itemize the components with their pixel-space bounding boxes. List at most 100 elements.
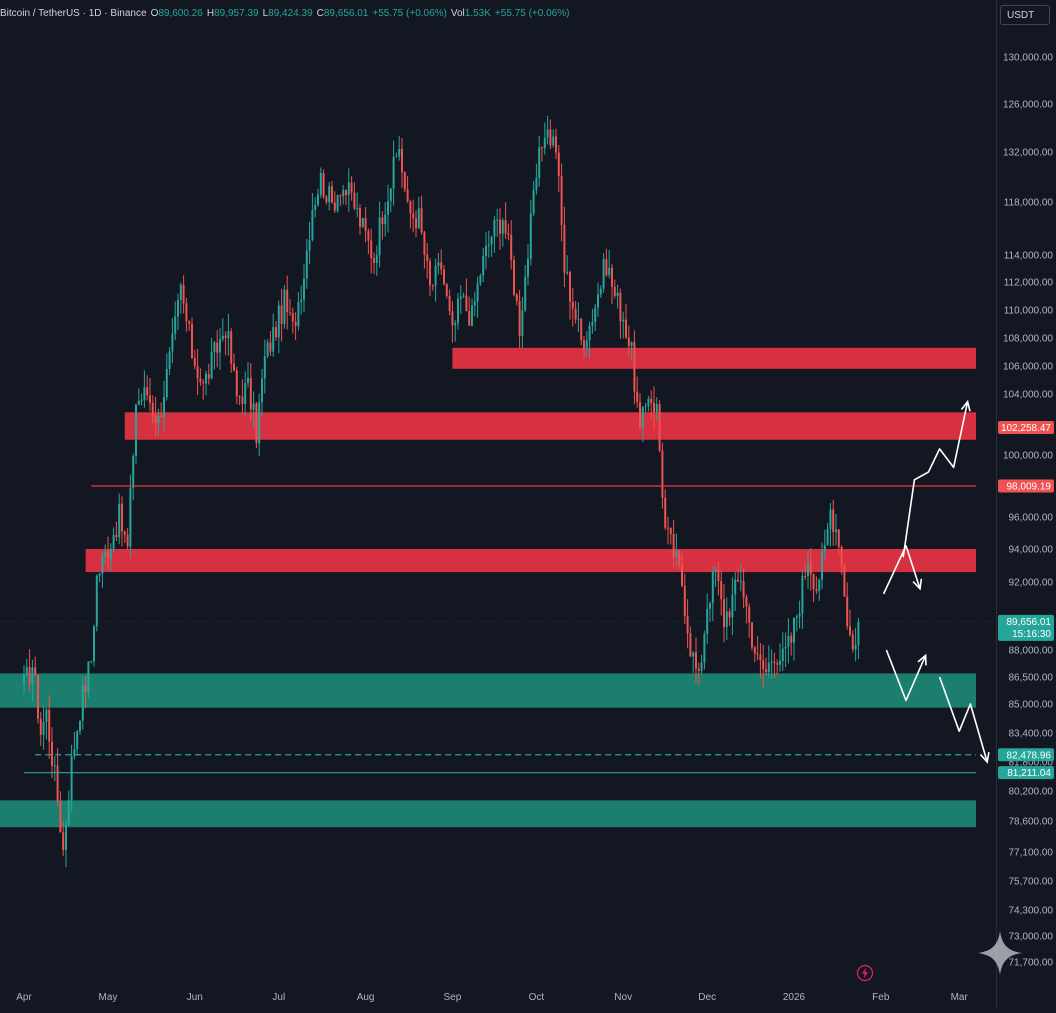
high-value: 89,957.39 — [214, 8, 259, 19]
price-label-badge — [998, 748, 1054, 762]
candle-body — [664, 497, 667, 528]
candle-body — [409, 201, 412, 214]
candle-body — [501, 220, 504, 234]
candle-body — [513, 260, 515, 295]
candle-body — [714, 570, 717, 572]
candle-body — [591, 322, 594, 326]
candle-body — [549, 129, 552, 146]
candle-body — [524, 276, 527, 311]
open-value: 89,600.26 — [158, 8, 203, 19]
candle-body — [493, 219, 496, 237]
candle-body — [269, 342, 272, 352]
candle-body — [801, 576, 804, 614]
candle-body — [188, 321, 191, 324]
candle-body — [507, 233, 510, 236]
candle-body — [356, 207, 359, 209]
candle-body — [826, 528, 829, 546]
price-label-text: 102,258.47 — [1001, 423, 1051, 434]
candle-body — [457, 298, 459, 324]
chart-area[interactable]: Apr May Jun Jul Aug Sep Oct Nov Dec 2026 Feb Mar — [0, 0, 996, 1008]
candle-body — [101, 556, 104, 574]
candle-body — [401, 148, 403, 173]
candle-body — [123, 531, 126, 535]
candle-body — [476, 283, 479, 302]
candle-body — [577, 318, 580, 320]
candle-body — [431, 285, 434, 287]
projection-arrow-0 — [882, 544, 921, 595]
candle-body — [748, 606, 751, 623]
candle-body — [734, 579, 737, 595]
candle-body — [560, 175, 563, 225]
candle-body — [258, 402, 261, 444]
candle-body — [725, 611, 728, 627]
candle-body — [230, 331, 233, 364]
candle-body — [451, 311, 454, 326]
candle-body — [149, 395, 151, 403]
candle-body — [389, 188, 392, 202]
candle-body — [745, 597, 748, 607]
candle-body — [602, 259, 605, 289]
price-tick-label: 126,000.00 — [1003, 100, 1053, 111]
candle-body — [655, 404, 658, 413]
time-tick-label: 2026 — [783, 992, 806, 1003]
lightning-icon[interactable] — [856, 964, 874, 982]
price-tick-label: 85,000.00 — [1009, 700, 1054, 711]
candle-body — [28, 667, 31, 684]
currency-selector-button[interactable]: USDT — [1000, 5, 1050, 25]
candle-body — [342, 189, 345, 197]
candle-body — [658, 404, 661, 451]
candle-body — [98, 573, 101, 576]
candle-body — [611, 267, 613, 287]
price-axis[interactable]: 130,000.00 126,000.00 132,000.00 118,000.00… — [996, 0, 1056, 1008]
price-tick-label: 75,700.00 — [1009, 877, 1054, 888]
price-tick-label: 81,800.00 — [1009, 758, 1054, 769]
candle-body — [583, 340, 585, 348]
price-tick-label: 86,500.00 — [1009, 673, 1054, 684]
candle-body — [779, 660, 781, 665]
candle-body — [571, 301, 574, 309]
candle-body — [812, 573, 815, 590]
candle-body — [667, 527, 669, 529]
candle-body — [207, 373, 210, 379]
candle-body — [196, 365, 199, 379]
projection-arrowhead-0 — [912, 578, 923, 591]
candle-body — [585, 340, 588, 348]
price-label-text: 98,009.19 — [1007, 482, 1052, 493]
candle-body — [227, 331, 230, 339]
symbol-title[interactable]: Bitcoin / TetherUS · 1D · Binance — [0, 8, 147, 19]
candle-body — [367, 231, 370, 241]
candle-body — [574, 308, 577, 320]
candle-body — [434, 265, 437, 286]
candle-body — [112, 534, 115, 549]
candle-body — [25, 667, 28, 676]
candle-body — [375, 255, 378, 263]
price-tick-label: 94,000.00 — [1009, 545, 1054, 556]
price-label-badge — [998, 614, 1054, 641]
candle-body — [829, 509, 832, 529]
candle-body — [599, 288, 602, 295]
candle-body — [283, 289, 286, 324]
price-tick-label: 104,000.00 — [1003, 390, 1053, 401]
price-label-badge — [998, 479, 1054, 493]
candle-body — [678, 551, 681, 566]
candle-body — [759, 654, 762, 661]
candle-body — [308, 240, 311, 251]
candle-body — [90, 661, 93, 663]
price-chart[interactable]: Apr May Jun Jul Aug Sep Oct Nov Dec 2026 Feb Mar — [0, 0, 996, 1008]
candle-body — [756, 653, 759, 655]
candle-body — [37, 675, 39, 719]
candle-body — [650, 398, 653, 403]
candle-body — [711, 571, 714, 604]
candle-body — [821, 551, 823, 580]
candle-body — [23, 675, 25, 683]
candle-body — [319, 173, 322, 195]
time-tick-label: Feb — [872, 992, 890, 1003]
projection-arrow-2 — [885, 649, 927, 702]
candle-body — [244, 383, 247, 404]
change-value: +55.75 (+0.06%) — [372, 8, 447, 19]
candle-body — [412, 213, 415, 219]
candle-body — [168, 351, 171, 369]
candle-body — [395, 156, 398, 158]
candle-body — [843, 564, 846, 597]
candle-body — [717, 570, 720, 581]
